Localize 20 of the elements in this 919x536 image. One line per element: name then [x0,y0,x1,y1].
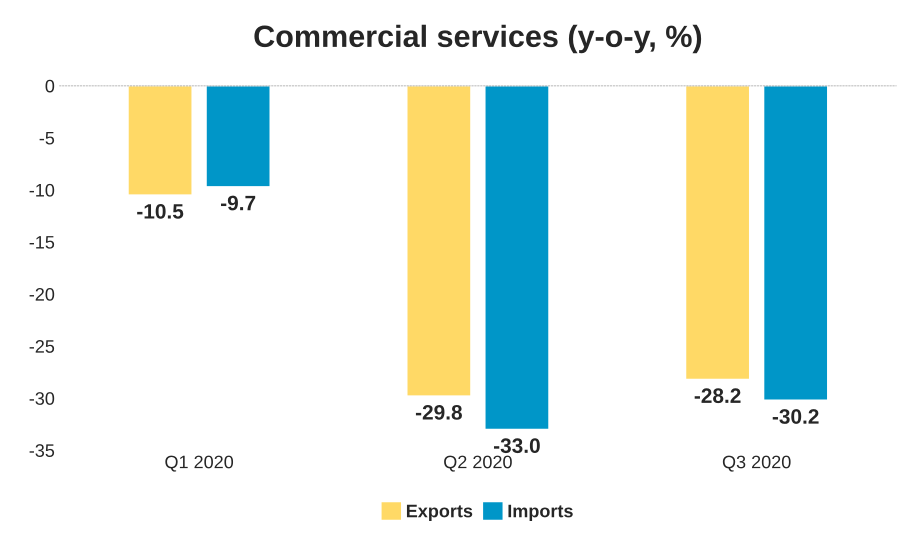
data-label: -33.0 [494,438,540,454]
x-tick-label: Q3 2020 [722,456,791,472]
x-tick-label: Q1 2020 [165,456,234,472]
y-tick-label: -25 [30,340,54,353]
data-label: -30.2 [772,409,819,424]
legend-label: Imports [508,504,573,521]
y-tick-label: 0 [46,80,54,92]
data-label: -28.2 [694,388,741,404]
data-label: -29.8 [416,404,462,420]
data-label: -9.7 [221,196,256,210]
y-tick-label: -20 [30,288,54,301]
y-tick-label: -30 [30,392,54,405]
x-tick-label: Q2 2020 [444,456,512,472]
legend-label: Exports [406,504,472,521]
y-tick-label: -35 [30,444,54,457]
y-tick-label: -5 [40,132,54,145]
data-label: -10.5 [137,204,184,219]
chart-title: Commercial services (y-o-y, %) [254,24,702,54]
y-tick-label: -10 [30,184,54,197]
y-tick-label: -15 [30,236,54,249]
